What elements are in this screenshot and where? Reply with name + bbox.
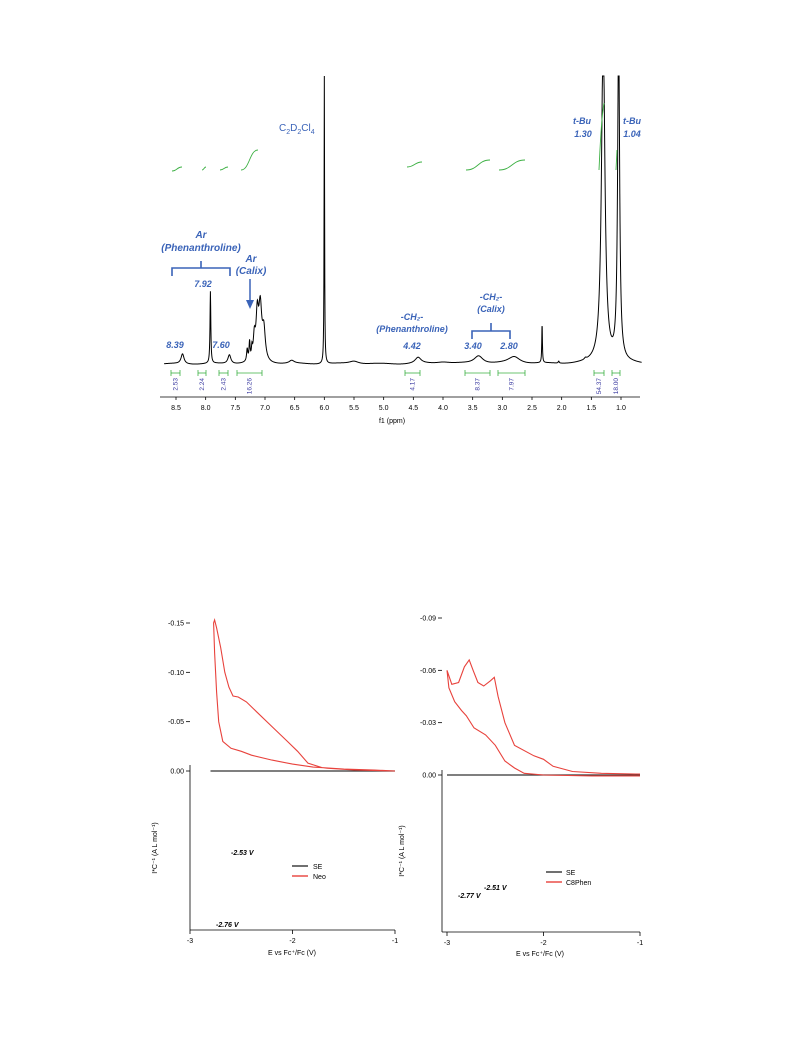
solvent-label: C2D2Cl4 — [279, 123, 315, 136]
ch2-calix-label-2: (Calix) — [477, 304, 505, 314]
nmr-integral-curves — [171, 102, 618, 172]
integration-value: 54.37 — [596, 378, 603, 395]
ar-calix-label-2: (Calix) — [236, 266, 267, 277]
nmr-tick-label: 6.0 — [319, 405, 329, 412]
ch2-calix-label-1: -CH₂- — [480, 292, 502, 302]
integral-curve — [406, 161, 423, 168]
ar-phen-bracket — [171, 261, 231, 276]
nmr-tick-label: 5.0 — [379, 405, 389, 412]
nmr-tick-label: 2.5 — [527, 405, 537, 412]
nmr-tick-label: 4.0 — [438, 405, 448, 412]
nmr-tick-label: 2.0 — [557, 405, 567, 412]
nmr-tick-label: 7.0 — [260, 405, 270, 412]
peak-label: 7.92 — [194, 279, 212, 289]
ch2-phen-label-2: (Phenanthroline) — [376, 324, 448, 334]
integral-curve — [201, 166, 207, 171]
peak-label: 1.30 — [574, 129, 592, 139]
tbu-label-1: t-Bu — [573, 116, 591, 126]
integration-value: 7.97 — [509, 378, 516, 391]
nmr-peak-labels: 8.39 7.92 7.60 4.42 3.40 2.80 1.30 1.04 — [166, 129, 641, 351]
nmr-integration-marks: 2.53 2.24 2.43 16.26 4.17 8.37 7.97 54.37 18.00 — [170, 370, 621, 395]
integral-curve — [171, 166, 183, 172]
integral-curve — [219, 166, 229, 171]
peak-label: 3.40 — [464, 341, 482, 351]
integral-curve — [615, 149, 618, 171]
nmr-x-axis-title: f1 (ppm) — [379, 418, 405, 425]
nmr-tick-label: 6.5 — [290, 405, 300, 412]
integration-value: 4.17 — [410, 378, 417, 391]
integration-value: 18.00 — [613, 378, 620, 395]
integration-value: 2.43 — [221, 378, 228, 391]
integral-curve — [598, 102, 605, 171]
nmr-tick-label: 1.0 — [616, 405, 626, 412]
ar-phen-label-1: Ar — [194, 230, 207, 241]
nmr-spectrum-trace — [164, 75, 642, 365]
nmr-x-ticks: 8.5 8.0 7.5 7.0 6.5 6.0 5.5 5.0 4.5 4.0 3.5 3.0 2.5 2… — [171, 397, 626, 412]
ar-calix-label-1: Ar — [244, 254, 257, 265]
nmr-tick-label: 8.0 — [201, 405, 211, 412]
ch2-calix-bracket — [471, 323, 511, 339]
peak-label: 8.39 — [166, 340, 184, 350]
peak-label: 4.42 — [402, 341, 421, 351]
nmr-tick-label: 4.5 — [408, 405, 418, 412]
ar-calix-arrowhead — [246, 300, 254, 309]
ar-phen-label-2: (Phenanthroline) — [161, 243, 241, 254]
ch2-phen-label-1: -CH₂- — [401, 312, 423, 322]
integral-curve — [465, 159, 491, 171]
nmr-tick-label: 7.5 — [230, 405, 240, 412]
peak-label: 2.80 — [499, 341, 518, 351]
integral-curve — [498, 159, 526, 171]
nmr-tick-label: 8.5 — [171, 405, 181, 412]
integral-curve — [240, 149, 259, 171]
integration-value: 8.37 — [475, 378, 482, 391]
nmr-tick-label: 3.0 — [497, 405, 507, 412]
peak-label: 7.60 — [212, 340, 230, 350]
integration-value: 2.24 — [199, 378, 206, 391]
tbu-label-2: t-Bu — [623, 116, 641, 126]
nmr-tick-label: 5.5 — [349, 405, 359, 412]
nmr-tick-label: 1.5 — [586, 405, 596, 412]
integration-value: 16.26 — [247, 378, 254, 395]
integration-value: 2.53 — [173, 378, 180, 391]
peak-label: 1.04 — [623, 129, 641, 139]
nmr-tick-label: 3.5 — [468, 405, 478, 412]
